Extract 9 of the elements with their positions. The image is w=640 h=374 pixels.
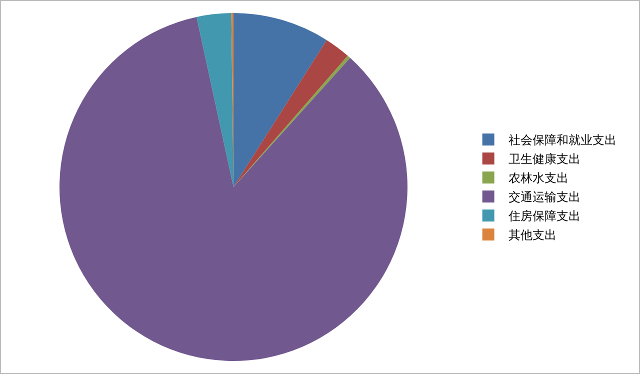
pie-slice (233, 13, 327, 187)
legend-label: 住房保障支出 (507, 209, 580, 224)
pie-slice (60, 16, 408, 361)
legend-label: 卫生健康支出 (508, 152, 580, 166)
legend-label: 社会保障和就业支出 (508, 133, 616, 148)
pie-slice (196, 13, 234, 187)
legend-label: 其他支出 (508, 228, 556, 242)
legend-label: 交通运输支出 (508, 190, 580, 204)
legend-label: 农林水支出 (508, 171, 568, 186)
